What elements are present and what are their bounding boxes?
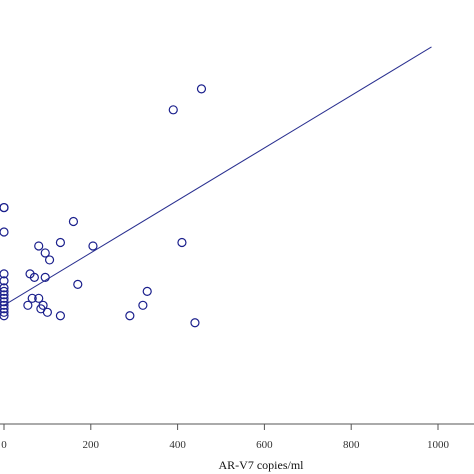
data-point [68, 216, 79, 227]
data-point [40, 272, 50, 282]
x-tick-label-0: 0 [1, 439, 7, 451]
data-point [55, 237, 66, 248]
data-point [0, 293, 9, 303]
data-point [142, 286, 152, 296]
data-point [0, 276, 9, 286]
data-point [0, 202, 9, 213]
data-point [190, 318, 200, 328]
x-tick-label-400: 400 [169, 439, 186, 451]
data-point [0, 304, 9, 314]
data-point [0, 290, 9, 300]
x-tick-label-200: 200 [83, 439, 100, 451]
x-tick-label-800: 800 [343, 439, 360, 451]
data-point [0, 286, 9, 296]
data-point [0, 307, 9, 317]
x-tick-label-600: 600 [256, 439, 273, 451]
data-point [44, 255, 55, 265]
data-point [0, 297, 9, 307]
data-point [40, 248, 50, 258]
data-point [196, 84, 207, 94]
x-tick-label-1000: 1000 [427, 439, 450, 451]
regression-line [3, 46, 432, 306]
data-point [29, 272, 39, 282]
data-point [0, 227, 9, 237]
data-point [27, 293, 37, 303]
data-point [0, 269, 9, 279]
data-point [168, 105, 178, 115]
marks-layer: 0 200 400 600 800 1000 [0, 46, 474, 451]
data-point [0, 283, 9, 293]
data-point [23, 300, 33, 310]
data-point [73, 279, 83, 289]
data-point [55, 311, 66, 321]
data-point [88, 241, 98, 251]
data-point [138, 300, 148, 310]
data-point [0, 311, 9, 321]
data-point [177, 237, 187, 248]
data-point [36, 304, 46, 314]
data-point [34, 293, 44, 303]
data-point [0, 300, 9, 310]
data-point [125, 311, 135, 321]
data-point [34, 241, 44, 251]
x-axis-title: AR-V7 copies/ml [219, 458, 305, 472]
